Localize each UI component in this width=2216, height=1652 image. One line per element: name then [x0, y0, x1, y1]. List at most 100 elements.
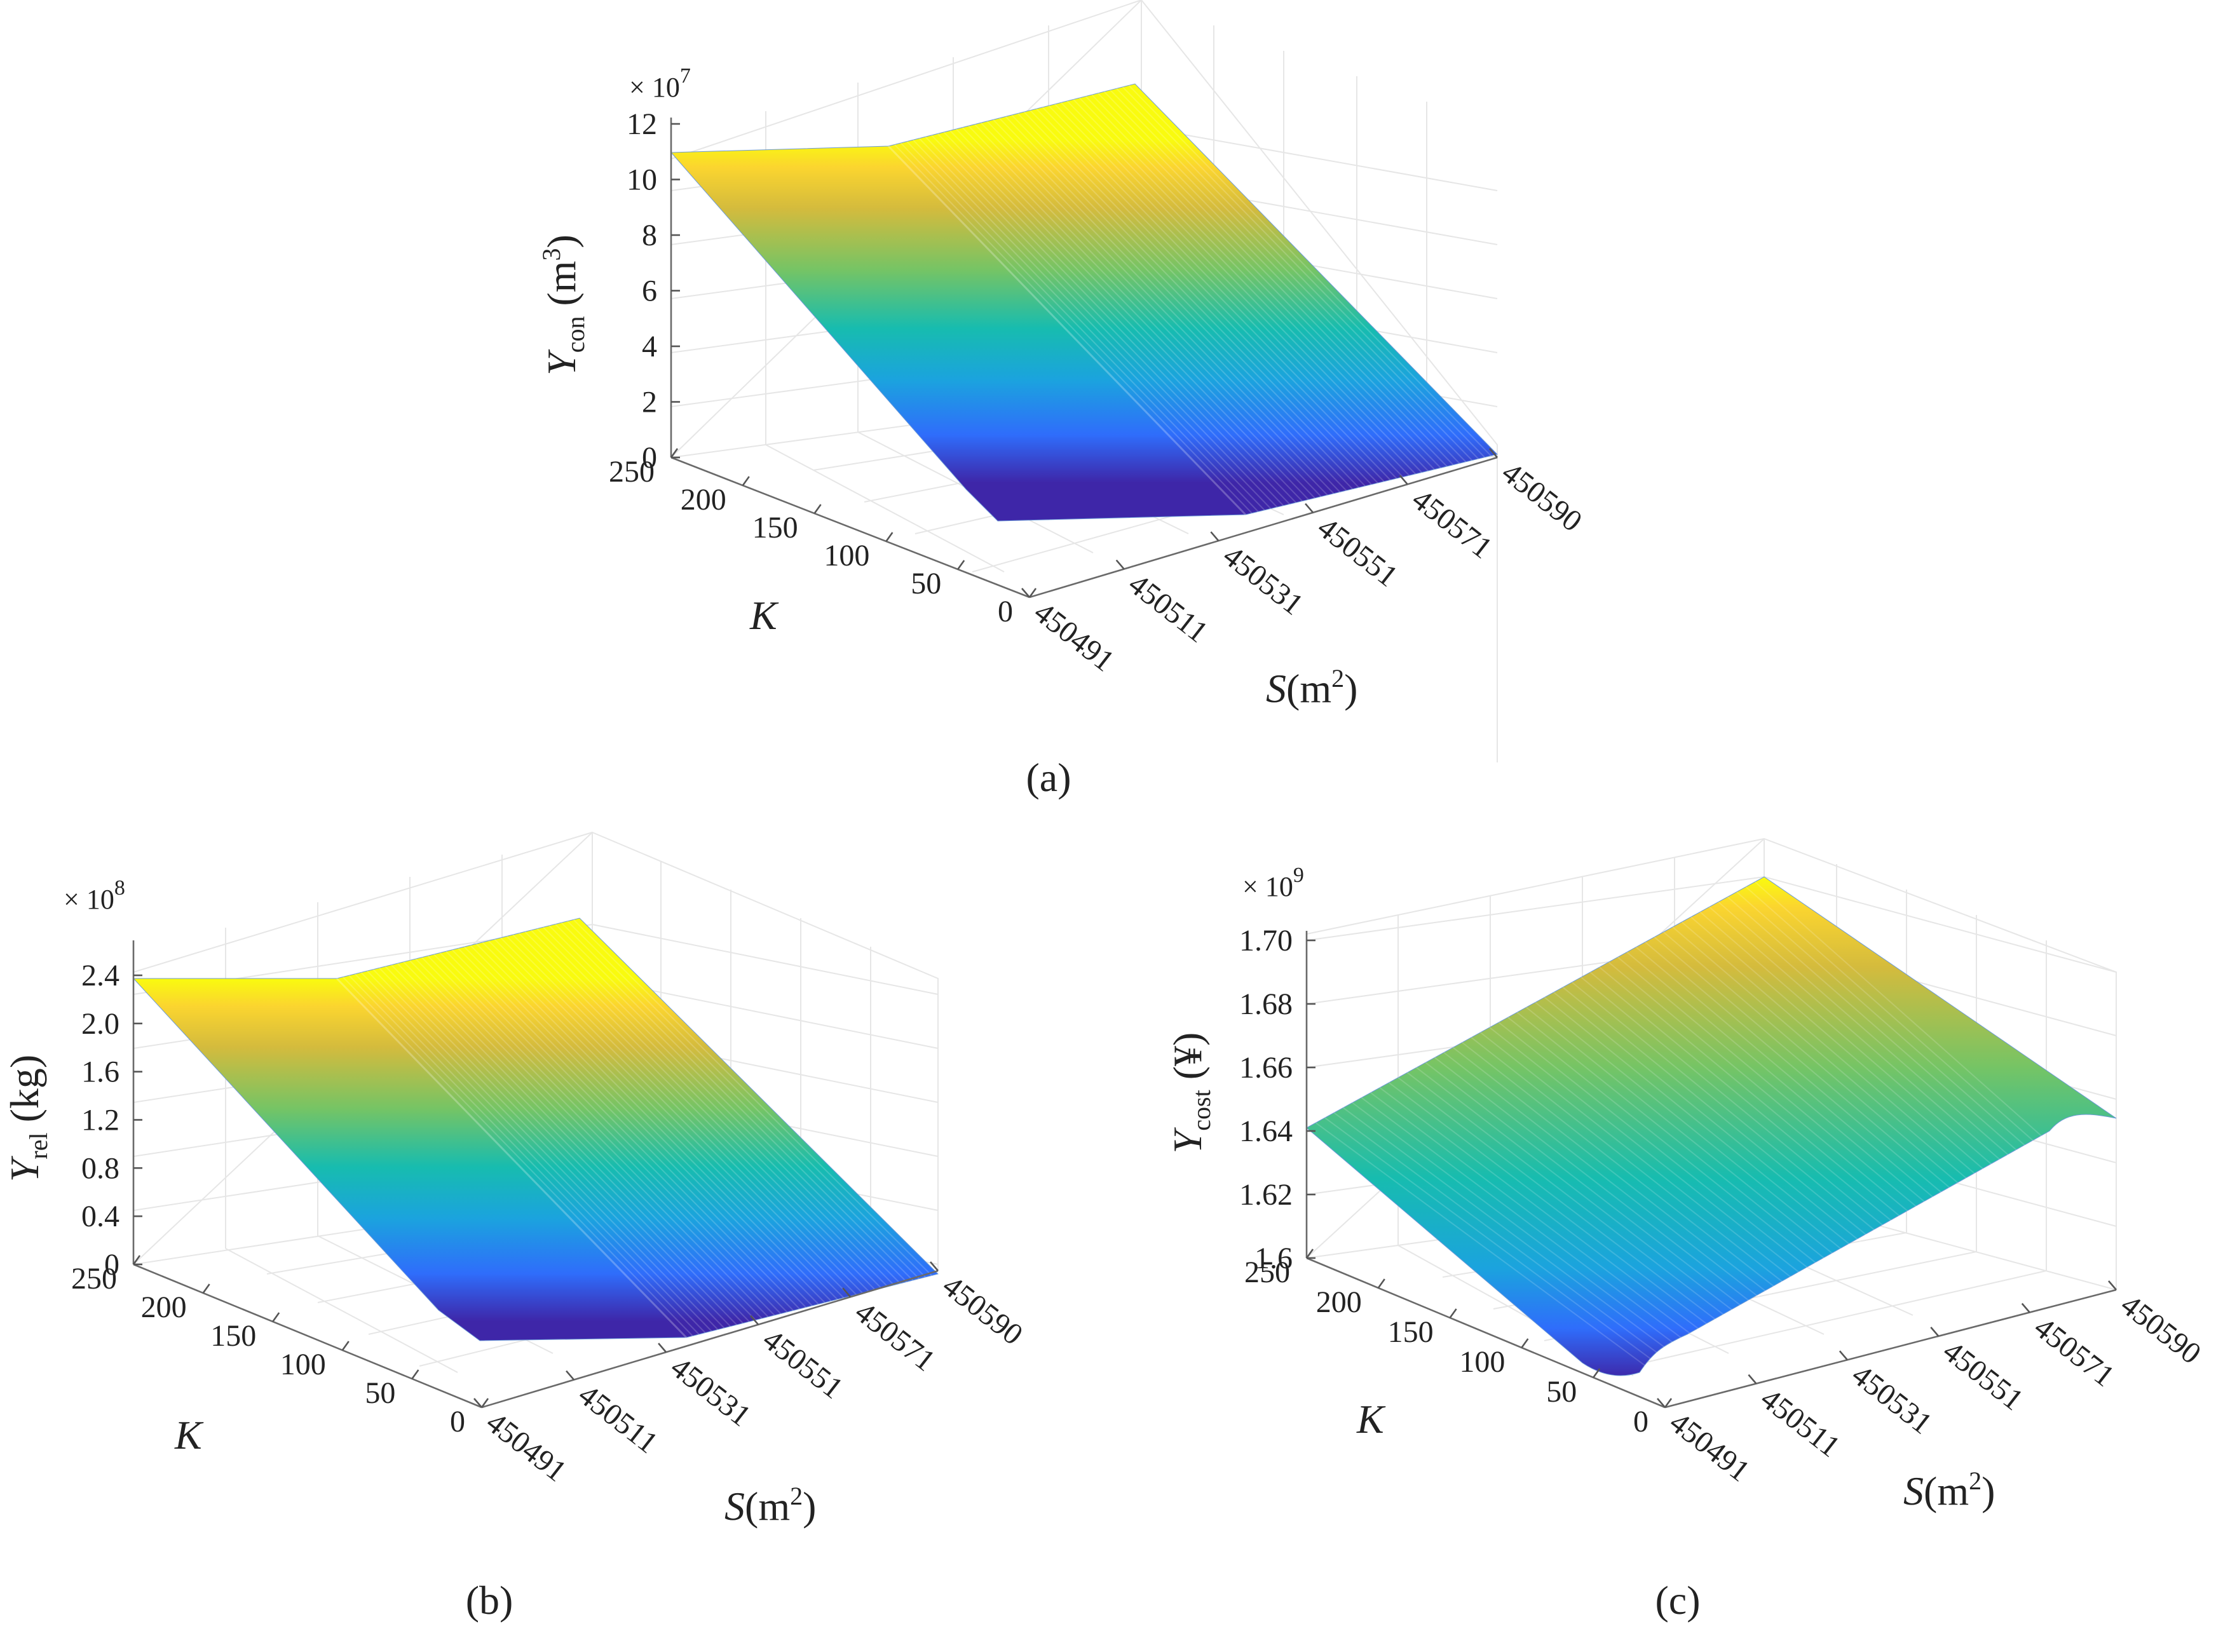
s-tick-mark — [1399, 475, 1408, 485]
surface-mesh-line — [1098, 93, 1460, 464]
surface-mesh-line — [379, 967, 731, 1327]
panel-a-slabel: S(m2) — [1266, 664, 1357, 711]
panel-b-caption: (b) — [466, 1578, 513, 1623]
surface-mesh-line — [1397, 1077, 1722, 1325]
surface-mesh-line — [494, 938, 851, 1297]
surface-mesh-line — [1645, 941, 1943, 1195]
k-tick-mark — [957, 560, 965, 570]
k-tick-label: 150 — [752, 511, 798, 545]
surface-mesh-line — [427, 955, 782, 1315]
s-tick-label: 450531 — [1217, 539, 1310, 621]
k-tick-mark — [1593, 1368, 1601, 1378]
panel-b-surface — [132, 917, 939, 1341]
surface-mesh-line — [1672, 926, 1968, 1180]
surface-mesh-line — [1078, 97, 1441, 469]
k-tick-mark — [132, 1255, 141, 1265]
s-tick-mark — [750, 1315, 759, 1325]
panel-b-multiplier: × 108 — [64, 876, 125, 915]
surface-mesh-line — [372, 969, 725, 1329]
surface-mesh-line — [1060, 102, 1422, 473]
surface-mesh-line — [1116, 88, 1479, 459]
s-tick-label: 450571 — [2028, 1310, 2121, 1393]
surface-mesh-line — [1507, 1017, 1821, 1267]
panel-c-caption: (c) — [1655, 1578, 1700, 1623]
s-tick-label: 450551 — [1937, 1334, 2030, 1417]
k-tick-mark — [341, 1341, 350, 1351]
surface-mesh-line — [1589, 972, 1894, 1224]
s-tick-mark — [1748, 1374, 1757, 1385]
z-tick-label: 2 — [642, 386, 657, 419]
k-tick-label: 100 — [280, 1348, 326, 1381]
panel-b-klabel: K — [174, 1412, 204, 1458]
surface-mesh-line — [1091, 94, 1454, 466]
s-tick-mark — [1305, 503, 1314, 513]
z-tick-label: 1.2 — [81, 1104, 119, 1137]
surface-mesh-line — [1626, 951, 1927, 1204]
surface-mesh-line — [968, 125, 1328, 496]
surface-mesh-line — [1315, 1122, 1648, 1369]
surface-mesh-line — [1054, 104, 1417, 475]
panel-b-surface-mesh — [342, 919, 932, 1337]
k-tick-label: 250 — [609, 455, 655, 489]
panel-a-zlabel: Ycon (m3) — [537, 234, 590, 376]
k-tick-label: 250 — [71, 1262, 117, 1296]
surface-mesh-line — [500, 937, 857, 1296]
z-tick-label: 8 — [642, 219, 657, 252]
k-tick-mark — [272, 1312, 280, 1322]
surface-mesh-line — [998, 118, 1359, 488]
surface-mesh-line — [1036, 108, 1397, 479]
s-tick-mark — [1021, 588, 1030, 598]
panel-c-zlabel: Ycost (¥) — [1165, 1032, 1216, 1154]
surface-mesh-line — [1571, 982, 1878, 1233]
s-tick-label: 450551 — [756, 1323, 849, 1405]
panel-c-slabel: S(m2) — [1903, 1466, 1995, 1513]
s-tick-mark — [842, 1287, 852, 1298]
panel-b-slabel: S(m2) — [724, 1482, 816, 1529]
panel-a-surface-crease — [887, 145, 1247, 516]
surface-mesh-line — [409, 959, 763, 1319]
surface-mesh-line — [1599, 966, 1903, 1219]
s-tick-mark — [2021, 1303, 2030, 1313]
surface-mesh-line — [1103, 91, 1467, 463]
surface-mesh-line — [470, 945, 826, 1303]
surface-mesh-line — [482, 942, 838, 1300]
surface-mesh-line — [1379, 1087, 1706, 1334]
surface-mesh-line — [1690, 916, 1985, 1170]
k-tick-label: 50 — [1546, 1375, 1577, 1409]
surface-mesh-line — [573, 919, 932, 1276]
surface-mesh-line — [348, 975, 700, 1335]
surface-mesh-line — [1425, 1062, 1747, 1310]
k-tick-label: 200 — [681, 483, 726, 517]
surface-mesh-line — [433, 954, 788, 1313]
surface-mesh-line — [488, 940, 845, 1299]
surface-mesh-line — [530, 930, 888, 1287]
panel-c-multiplier: × 109 — [1242, 863, 1304, 902]
k-tick-label: 0 — [450, 1405, 465, 1439]
k-tick-mark — [813, 504, 822, 514]
surface-mesh-line — [1333, 1112, 1665, 1359]
k-tick-mark — [1305, 1249, 1314, 1259]
surface-mesh-line — [937, 133, 1296, 503]
surface-mesh-line — [1462, 1041, 1779, 1291]
k-tick-mark — [1449, 1308, 1457, 1318]
panel-c-klabel: K — [1356, 1397, 1386, 1442]
s-tick-label: 450491 — [480, 1405, 573, 1488]
surface-mesh-line — [512, 934, 869, 1292]
surface-mesh-line — [1635, 946, 1936, 1200]
surface-mesh-line — [962, 126, 1322, 498]
panel-a-surface — [670, 83, 1498, 522]
k-tick-mark — [742, 476, 750, 486]
k-tick-label: 250 — [1244, 1256, 1290, 1289]
z-tick-label: 1.64 — [1239, 1114, 1293, 1148]
s-tick-mark — [1489, 448, 1498, 458]
surface-mesh-line — [913, 139, 1272, 510]
surface-mesh-line — [1580, 977, 1886, 1228]
k-tick-label: 0 — [1633, 1405, 1648, 1439]
surface-mesh-line — [542, 926, 901, 1284]
k-tick-mark — [670, 448, 679, 458]
k-tick-label: 0 — [998, 595, 1013, 628]
surface-mesh-line — [1535, 1001, 1846, 1252]
k-tick-mark — [1377, 1278, 1385, 1289]
surface-mesh-line — [524, 931, 882, 1289]
k-tick-label: 150 — [1388, 1315, 1434, 1349]
